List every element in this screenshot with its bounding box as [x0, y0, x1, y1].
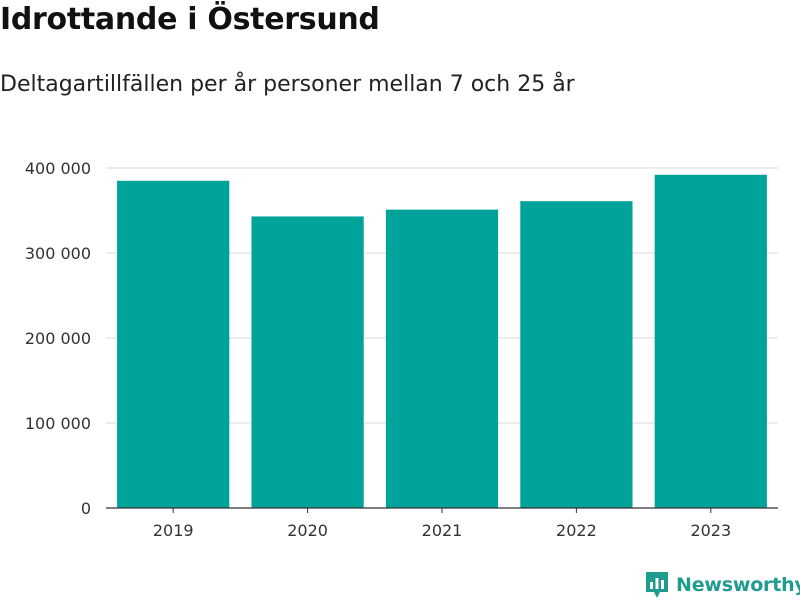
- chart-title: Idrottande i Östersund: [0, 2, 380, 37]
- chart-subtitle: Deltagartillfällen per år personer mella…: [0, 72, 575, 97]
- bar-2021: [385, 209, 499, 508]
- bar-2019: [117, 180, 230, 508]
- y-tick-label: 100 000: [25, 414, 91, 433]
- bar-2022: [520, 201, 633, 508]
- y-tick-label: 300 000: [25, 244, 91, 263]
- x-tick-label: 2022: [556, 521, 597, 540]
- x-tick-label: 2023: [690, 521, 731, 540]
- brand-name: Newsworthy: [676, 574, 800, 596]
- x-tick-label: 2021: [422, 521, 463, 540]
- y-tick-label: 200 000: [25, 329, 91, 348]
- x-tick-label: 2019: [153, 521, 194, 540]
- newsworthy-logo-icon: [646, 572, 668, 598]
- bar-2020: [251, 216, 364, 508]
- bar-2023: [654, 174, 767, 509]
- x-tick-label: 2020: [287, 521, 328, 540]
- y-tick-label: 400 000: [25, 159, 91, 178]
- brand-logo: Newsworthy: [644, 570, 800, 600]
- y-tick-label: 0: [81, 499, 91, 518]
